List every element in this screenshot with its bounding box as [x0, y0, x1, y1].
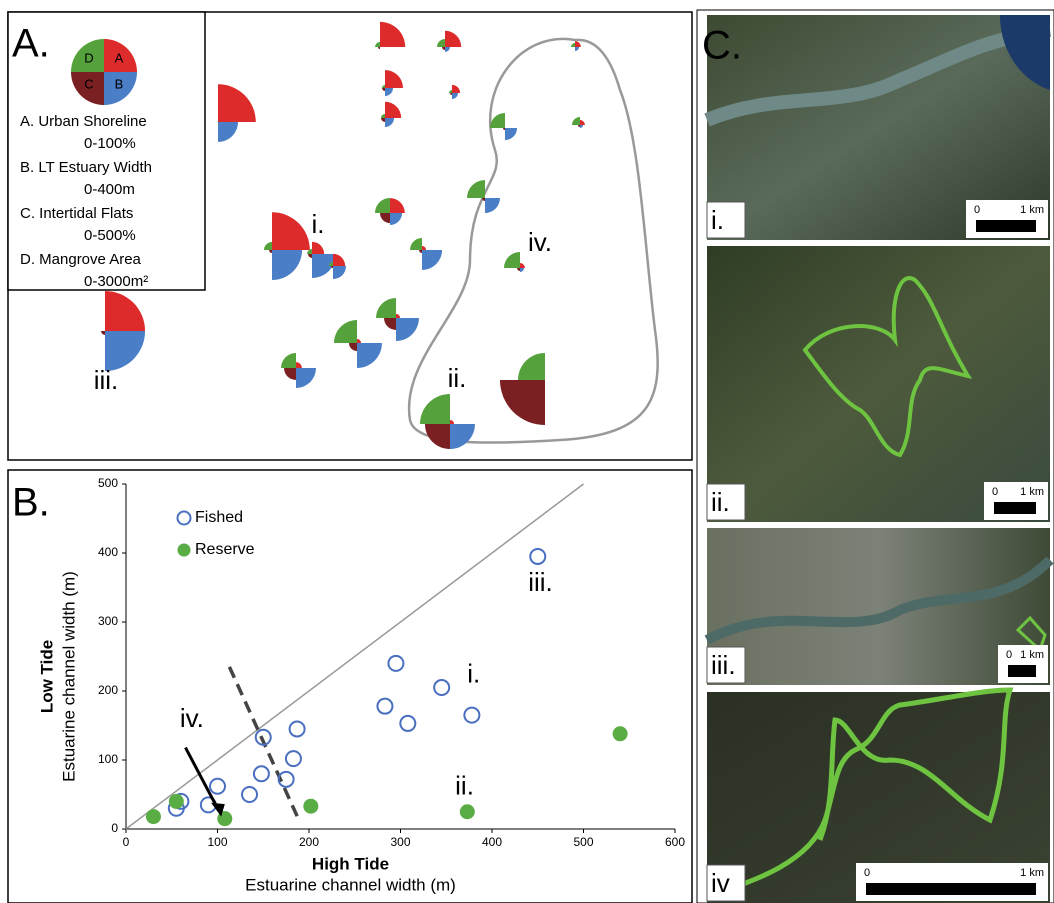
- scale-start: 0: [992, 486, 998, 498]
- legend-label: Reserve: [195, 541, 255, 558]
- legend-letter: D: [84, 50, 93, 65]
- scale-end: 1 km: [1020, 486, 1044, 498]
- panel-label: B.: [12, 481, 50, 525]
- y-tick-label: 0: [111, 821, 118, 835]
- x-axis-title: Estuarine channel width (m): [245, 875, 456, 894]
- annotation: iii.: [528, 567, 553, 597]
- point: [169, 794, 184, 809]
- legend-name: C. Intertidal Flats: [20, 205, 133, 222]
- x-tick-label: 500: [573, 835, 593, 849]
- y-axis-title: Estuarine channel width (m): [59, 571, 78, 782]
- legend-name: D. Mangrove Area: [20, 251, 142, 268]
- legend-range: 0-400m: [84, 181, 135, 198]
- x-tick-label: 200: [299, 835, 319, 849]
- scale-end: 1 km: [1020, 867, 1044, 879]
- y-tick-label: 300: [98, 614, 118, 628]
- legend-letter: A: [115, 50, 124, 65]
- legend-range: 0-3000m²: [84, 273, 148, 290]
- legend-letter: B: [115, 76, 124, 91]
- image-label: i.: [711, 205, 724, 235]
- panel-label: A.: [12, 22, 50, 66]
- image-label: iii.: [711, 650, 736, 680]
- scale-bar: [994, 502, 1036, 514]
- y-tick-label: 100: [98, 752, 118, 766]
- site-label: i.: [312, 209, 325, 239]
- legend-range: 0-500%: [84, 227, 136, 244]
- scale-bar: [1008, 665, 1036, 677]
- scale-start: 0: [864, 867, 870, 879]
- scale-end: 1 km: [1020, 649, 1044, 661]
- scale-bar: [976, 220, 1036, 232]
- x-tick-label: 400: [482, 835, 502, 849]
- legend-label: Fished: [195, 509, 243, 526]
- y-tick-label: 400: [98, 545, 118, 559]
- scale-bar: [866, 883, 1036, 895]
- x-tick-label: 100: [207, 835, 227, 849]
- image-panel: C. i. 0 1 km ii. 0 1 km iii. 0 1 km iv 0 1 km: [697, 10, 1054, 903]
- x-tick-label: 600: [665, 835, 685, 849]
- annotation: i.: [467, 659, 480, 689]
- legend-name: A. Urban Shoreline: [20, 113, 147, 130]
- image-label: iv: [711, 868, 730, 898]
- point: [460, 804, 475, 819]
- point: [303, 799, 318, 814]
- image-label: ii.: [711, 487, 730, 517]
- panel-label: C.: [702, 24, 742, 68]
- legend-name: B. LT Estuary Width: [20, 159, 152, 176]
- y-tick-label: 200: [98, 683, 118, 697]
- x-tick-label: 0: [123, 835, 130, 849]
- site-label: iv.: [528, 227, 552, 257]
- annotation: iv.: [180, 703, 204, 733]
- legend-range: 0-100%: [84, 135, 136, 152]
- y-tick-label: 500: [98, 476, 118, 490]
- x-axis-title-bold: High Tide: [312, 854, 389, 873]
- point: [613, 726, 628, 741]
- scale-end: 1 km: [1020, 204, 1044, 216]
- x-tick-label: 300: [390, 835, 410, 849]
- y-axis-title-bold: Low Tide: [37, 640, 56, 713]
- site-label: ii.: [448, 363, 467, 393]
- scale-start: 0: [1006, 649, 1012, 661]
- point: [146, 809, 161, 824]
- legend-letter: C: [84, 76, 93, 91]
- figure: A. A A. Urban Shoreline 0-100% B B. LT Estua…: [0, 0, 1054, 903]
- scale-start: 0: [974, 204, 980, 216]
- annotation: ii.: [455, 770, 474, 800]
- site-label: iii.: [94, 365, 119, 395]
- satellite-image: [707, 246, 1050, 522]
- legend-marker: [178, 544, 191, 557]
